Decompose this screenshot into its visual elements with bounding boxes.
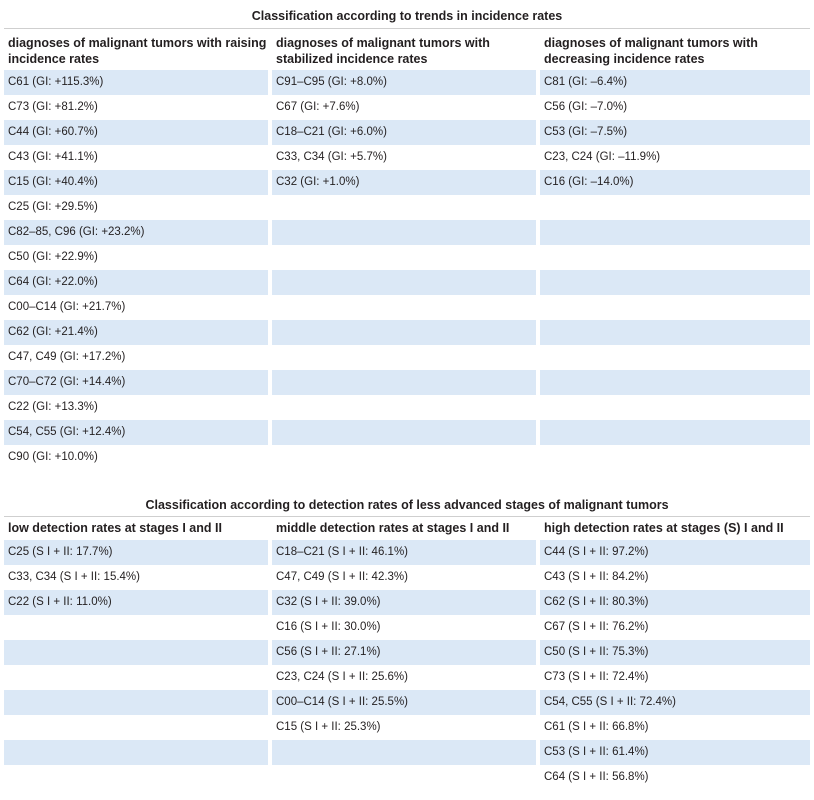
table1-table-cell (272, 245, 540, 270)
table1-table-cell (540, 345, 810, 370)
table2-table-cell: C15 (S I + II: 25.3%) (272, 715, 540, 740)
table2-table-cell: C25 (S I + II: 17.7%) (4, 540, 272, 565)
table1-table-cell: C61 (GI: +115.3%) (4, 70, 272, 95)
table1-table-cell: C67 (GI: +7.6%) (272, 95, 540, 120)
table1-table-cell (540, 220, 810, 245)
table1-table-cell (540, 195, 810, 220)
table2-table-cell (4, 615, 272, 640)
table1-table-cell (272, 270, 540, 295)
table2-table-cell: C16 (S I + II: 30.0%) (272, 615, 540, 640)
table1-table-cell (540, 270, 810, 295)
table1-top-rule (4, 28, 810, 29)
table2-column-header: middle detection rates at stages I and I… (276, 521, 510, 535)
table2-table-cell: C32 (S I + II: 39.0%) (272, 590, 540, 615)
table2-table-cell: C56 (S I + II: 27.1%) (272, 640, 540, 665)
table1-column-header: diagnoses of malignant tumors with raisi… (8, 36, 267, 66)
table1-table-cell: C00–C14 (GI: +21.7%) (4, 295, 272, 320)
table2-table-cell: C43 (S I + II: 84.2%) (544, 571, 649, 583)
table2-table-cell: C61 (S I + II: 66.8%) (544, 721, 649, 733)
table2-table-cell: C23, C24 (S I + II: 25.6%) (272, 665, 540, 690)
table1-table-cell: C33, C34 (GI: +5.7%) (272, 145, 540, 170)
table2-table-cell (4, 665, 272, 690)
table1-table-cell: C50 (GI: +22.9%) (4, 245, 272, 270)
table1-table-cell (540, 245, 810, 270)
table2-table-cell: C62 (S I + II: 80.3%) (540, 590, 810, 615)
table1-table-cell: C43 (GI: +41.1%) (4, 145, 272, 170)
table1-table-cell (540, 395, 810, 420)
table2-table-cell: C73 (S I + II: 72.4%) (544, 671, 649, 683)
table2-table-cell (4, 715, 272, 740)
table1-column-header: diagnoses of malignant tumors with stabi… (276, 36, 490, 66)
table2-table-cell: C53 (S I + II: 61.4%) (540, 740, 810, 765)
table2-table-cell: C64 (S I + II: 56.8%) (544, 771, 649, 783)
table1-table-cell: C32 (GI: +1.0%) (272, 170, 540, 195)
table2-top-rule (4, 516, 810, 517)
table1-table-cell (272, 395, 540, 420)
table2-table-cell: C44 (S I + II: 97.2%) (540, 540, 810, 565)
table1-table-cell: C53 (GI: –7.5%) (540, 120, 810, 145)
incidence-trends-table: diagnoses of malignant tumors with raisi… (4, 33, 810, 470)
table1-table-cell (540, 370, 810, 395)
table2-table-cell: C54, C55 (S I + II: 72.4%) (540, 690, 810, 715)
table2-table-cell (4, 640, 272, 665)
detection-rates-table: low detection rates at stages I and II mi… (4, 518, 810, 790)
table1-table-cell: C70–C72 (GI: +14.4%) (4, 370, 272, 395)
table2-table-cell: C00–C14 (S I + II: 25.5%) (272, 690, 540, 715)
table1-table-cell: C90 (GI: +10.0%) (4, 445, 272, 470)
table1-table-cell: C25 (GI: +29.5%) (4, 195, 272, 220)
table1-table-cell (272, 345, 540, 370)
table1-table-cell: C62 (GI: +21.4%) (4, 320, 272, 345)
table1-table-cell: C64 (GI: +22.0%) (4, 270, 272, 295)
table1-table-cell: C47, C49 (GI: +17.2%) (4, 345, 272, 370)
table1-column-header: diagnoses of malignant tumors with decre… (544, 36, 758, 66)
table1-table-cell (272, 320, 540, 345)
table1-table-cell: C18–C21 (GI: +6.0%) (272, 120, 540, 145)
table1-table-cell (540, 320, 810, 345)
table1-table-cell (272, 220, 540, 245)
table1-table-cell: C23, C24 (GI: –11.9%) (544, 151, 661, 163)
table1-table-cell (272, 195, 540, 220)
table2-table-cell: C33, C34 (S I + II: 15.4%) (4, 565, 272, 590)
table2-table-cell: C22 (S I + II: 11.0%) (4, 590, 272, 615)
table1-table-cell (272, 445, 540, 470)
table1-table-cell (272, 295, 540, 320)
table2-column-header: low detection rates at stages I and II (8, 521, 222, 535)
table1-table-cell: C16 (GI: –14.0%) (540, 170, 810, 195)
table1-table-cell: C81 (GI: –6.4%) (540, 70, 810, 95)
table2-column-header: high detection rates at stages (S) I and… (544, 521, 784, 535)
table1-table-cell: C91–C95 (GI: +8.0%) (272, 70, 540, 95)
table2-title: Classification according to detection ra… (145, 498, 669, 512)
table1-title: Classification according to trends in in… (251, 9, 563, 23)
table1-table-cell (540, 420, 810, 445)
table1-table-cell: C73 (GI: +81.2%) (4, 95, 272, 120)
table2-table-cell (4, 765, 272, 790)
table1-table-cell: C22 (GI: +13.3%) (4, 395, 272, 420)
table2-table-cell: C50 (S I + II: 75.3%) (540, 640, 810, 665)
table2-table-cell (4, 690, 272, 715)
table1-table-cell: C44 (GI: +60.7%) (4, 120, 272, 145)
table1-table-cell (540, 295, 810, 320)
table2-table-cell (272, 765, 540, 790)
table1-table-cell (272, 420, 540, 445)
table1-table-cell (540, 445, 810, 470)
table2-table-cell (4, 740, 272, 765)
table1-table-cell (272, 370, 540, 395)
table1-table-cell: C15 (GI: +40.4%) (4, 170, 272, 195)
table2-table-cell: C18–C21 (S I + II: 46.1%) (272, 540, 540, 565)
table1-table-cell: C56 (GI: –7.0%) (544, 101, 628, 113)
table2-table-cell: C47, C49 (S I + II: 42.3%) (272, 565, 540, 590)
table2-table-cell: C67 (S I + II: 76.2%) (544, 621, 649, 633)
table2-table-cell (272, 740, 540, 765)
table1-table-cell: C54, C55 (GI: +12.4%) (4, 420, 272, 445)
table1-table-cell: C82–85, C96 (GI: +23.2%) (4, 220, 272, 245)
